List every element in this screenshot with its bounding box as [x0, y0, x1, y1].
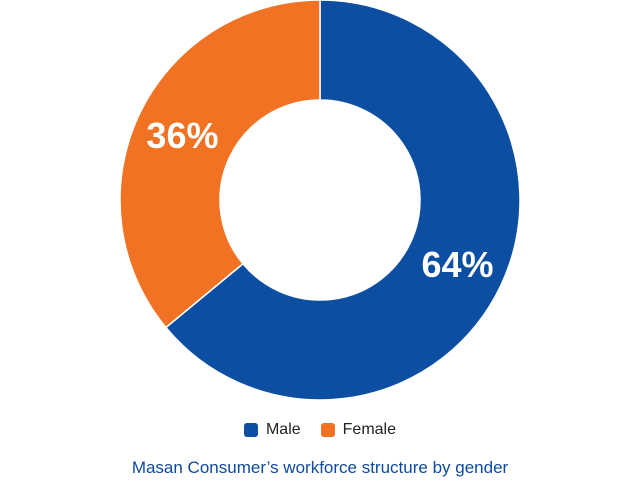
slice-label-male: 64% [422, 244, 494, 285]
legend-item-male[interactable]: Male [243, 421, 301, 439]
slice-label-female: 36% [146, 115, 218, 156]
legend-label-female: Female [342, 421, 397, 438]
donut-slice-male[interactable] [164, 0, 521, 401]
donut-slices [119, 0, 521, 401]
donut-slice-female[interactable] [119, 0, 321, 329]
legend-label-male: Male [265, 421, 301, 438]
donut-chart: 64% 36% [119, 0, 521, 401]
donut-labels: 64% 36% [146, 115, 493, 285]
chart-legend: Male Female [0, 418, 640, 442]
legend-swatch-female [320, 423, 335, 437]
legend-item-female[interactable]: Female [320, 421, 397, 439]
chart-caption: Masan Consumer’s workforce structure by … [131, 458, 509, 477]
legend-swatch-male [243, 423, 258, 437]
